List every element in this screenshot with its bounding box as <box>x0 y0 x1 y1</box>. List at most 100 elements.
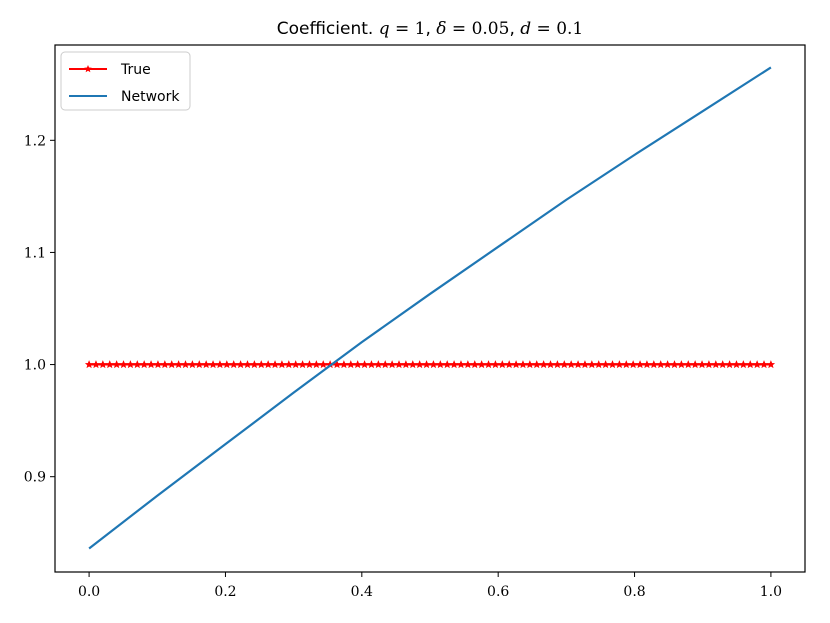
data-point-true <box>319 360 328 369</box>
data-point-true <box>98 360 108 369</box>
data-point-true <box>539 360 548 369</box>
x-tick-label: 1.0 <box>760 584 782 600</box>
x-tick-label: 0.2 <box>214 584 236 600</box>
data-point-true <box>119 360 128 369</box>
data-point-true <box>140 360 149 369</box>
data-point-true <box>573 360 583 369</box>
title-q-symbol: q <box>379 19 390 39</box>
x-tick-label: 0.4 <box>351 584 373 600</box>
data-point-true <box>167 360 176 369</box>
data-point-true <box>394 360 404 369</box>
data-point-true <box>250 360 259 369</box>
data-point-true <box>656 360 665 369</box>
data-point-true <box>353 360 362 369</box>
title-delta-symbol: δ <box>436 19 446 39</box>
title-d-value: = 0.1 <box>531 19 583 39</box>
data-point-true <box>746 360 755 369</box>
data-point-true <box>677 360 686 369</box>
data-point-true <box>711 360 720 369</box>
data-point-true <box>202 360 211 369</box>
data-point-true <box>491 360 500 369</box>
data-point-true <box>470 360 479 369</box>
data-point-true <box>443 360 452 369</box>
data-point-true <box>663 360 672 369</box>
data-point-true <box>415 360 424 369</box>
data-point-true <box>174 360 183 369</box>
title-separator-1: , <box>425 19 436 39</box>
data-point-true <box>367 360 376 369</box>
data-point-true <box>153 360 163 369</box>
data-point-true <box>560 360 569 369</box>
axes-layer: 0.0 0.2 0.4 0.6 0.8 1.0 0.9 1.0 1.1 1.2 <box>24 133 782 600</box>
data-point-true <box>243 360 252 369</box>
data-point-true <box>381 360 390 369</box>
data-point-true <box>498 360 507 369</box>
data-point-true <box>374 360 383 369</box>
data-point-true <box>684 360 693 369</box>
data-point-true <box>518 360 528 369</box>
data-point-true <box>105 360 114 369</box>
series-line-network <box>88 66 772 550</box>
data-point-true <box>449 360 459 369</box>
plot-area-frame <box>54 44 806 573</box>
data-point-true <box>718 360 727 369</box>
data-point-true <box>195 360 204 369</box>
legend: True Network <box>60 51 191 111</box>
data-point-true <box>91 360 101 369</box>
data-point-true <box>732 360 741 369</box>
data-point-true <box>236 360 245 369</box>
data-point-true <box>704 360 714 369</box>
data-point-true <box>594 360 603 369</box>
data-point-true <box>456 360 466 369</box>
data-point-true <box>146 360 156 369</box>
data-point-true <box>463 360 473 369</box>
data-point-true <box>284 360 293 369</box>
x-tick-label: 0.8 <box>623 584 645 600</box>
data-point-true <box>387 360 397 369</box>
data-point-true <box>608 360 617 369</box>
x-tick-label: 0.6 <box>487 584 509 600</box>
data-point-true <box>752 360 762 369</box>
data-point-true <box>305 360 314 369</box>
data-point-true <box>649 360 658 369</box>
data-point-true <box>766 360 776 369</box>
data-point-true <box>436 360 445 369</box>
data-point-true <box>401 360 411 369</box>
title-delta-value: = 0.05 <box>447 19 510 39</box>
data-point-true <box>312 360 321 369</box>
data-point-true <box>339 360 349 369</box>
data-point-true <box>725 360 734 369</box>
data-point-true <box>222 360 232 369</box>
data-point-true <box>628 360 638 369</box>
data-point-true <box>188 360 197 369</box>
data-point-true <box>360 360 369 369</box>
data-point-true <box>291 360 300 369</box>
data-point-true <box>84 360 94 369</box>
data-point-true <box>739 360 748 369</box>
data-point-true <box>270 360 280 369</box>
y-tick-label: 1.1 <box>24 245 46 261</box>
data-point-true <box>697 360 707 369</box>
data-point-true <box>525 360 535 369</box>
data-point-true <box>215 360 225 369</box>
data-point-true <box>346 360 355 369</box>
data-point-true <box>615 360 624 369</box>
title-d-symbol: d <box>520 19 531 39</box>
data-point-true <box>181 360 190 369</box>
data-point-true <box>670 360 679 369</box>
data-point-true <box>408 360 417 369</box>
title-separator-2: , <box>509 19 520 39</box>
data-point-true <box>601 360 610 369</box>
data-point-true <box>587 360 597 369</box>
data-point-true <box>553 360 562 369</box>
data-point-true <box>690 360 700 369</box>
data-point-true <box>580 360 590 369</box>
data-point-true <box>263 360 273 369</box>
data-point-true <box>546 360 555 369</box>
legend-label-true: True <box>120 62 151 78</box>
data-point-true <box>511 360 521 369</box>
y-tick-label: 1.2 <box>24 133 46 149</box>
y-tick-label: 0.9 <box>24 470 46 486</box>
data-point-true <box>429 360 438 369</box>
